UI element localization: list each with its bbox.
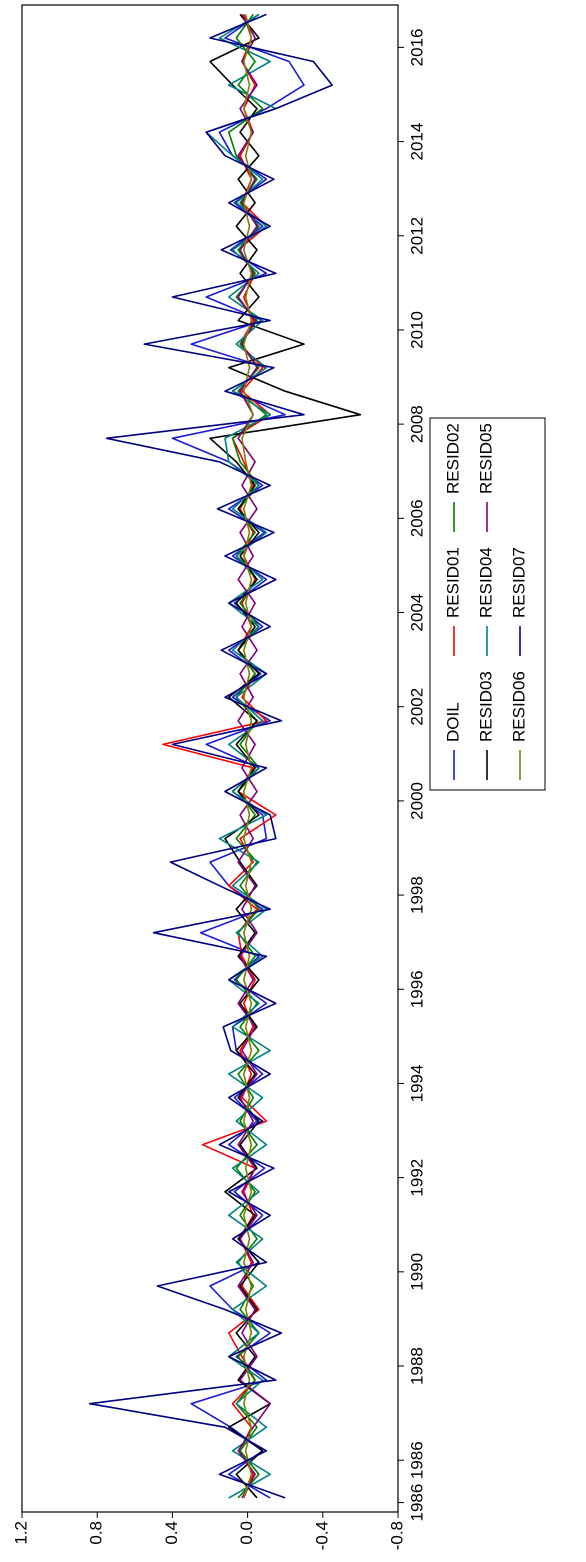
- y-tick-label: 0.8: [87, 1521, 106, 1545]
- y-tick-label: 1.2: [11, 1521, 30, 1545]
- series-line: [171, 13, 305, 1499]
- x-tick-label: 1996: [407, 970, 426, 1008]
- x-tick-label: 1992: [407, 1159, 426, 1197]
- legend-label: RESID03: [476, 671, 495, 742]
- x-tick-label: 1990: [407, 1253, 426, 1291]
- legend-label: RESID01: [443, 547, 462, 618]
- x-tick-label: 1994: [407, 1065, 426, 1103]
- legend-label: RESID06: [509, 671, 528, 742]
- x-tick-label: 1988: [407, 1347, 426, 1385]
- y-tick-label: -0.4: [312, 1521, 331, 1550]
- plot-frame: [21, 4, 399, 1513]
- x-tick-label: 1998: [407, 876, 426, 914]
- legend-label: RESID05: [476, 423, 495, 494]
- legend-label: RESID02: [443, 423, 462, 494]
- x-tick-label: 2010: [407, 311, 426, 349]
- x-tick-label: 1986: [407, 1441, 426, 1479]
- legend-label: RESID07: [509, 547, 528, 618]
- y-tick-label: 0.4: [162, 1521, 181, 1545]
- series-line: [88, 13, 333, 1499]
- x-tick-label: 1986: [407, 1484, 426, 1522]
- x-tick-label: 2004: [407, 594, 426, 632]
- legend-box: [429, 417, 546, 791]
- x-tick-label: 2006: [407, 499, 426, 537]
- x-tick-label: 2000: [407, 782, 426, 820]
- x-tick-label: 2016: [407, 28, 426, 66]
- legend-label: RESID04: [476, 547, 495, 618]
- x-tick-label: 2002: [407, 688, 426, 726]
- x-tick-label: 2014: [407, 123, 426, 161]
- x-tick-label: 2008: [407, 405, 426, 443]
- y-tick-label: 0.0: [237, 1521, 256, 1545]
- y-tick-label: -0.8: [387, 1521, 406, 1550]
- x-tick-label: 2012: [407, 217, 426, 255]
- legend-label: DOIL: [443, 702, 462, 742]
